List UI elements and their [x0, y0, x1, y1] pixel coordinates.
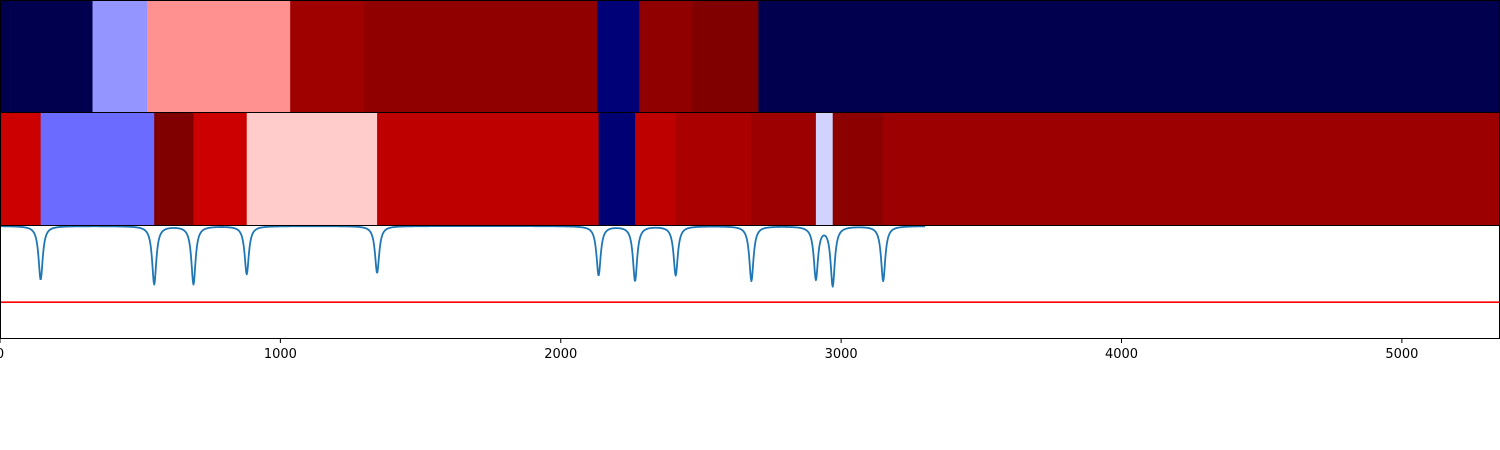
heatmap-cell-8: [758, 1, 1500, 112]
heatmap-cell-9: [751, 113, 817, 225]
heatmap-cell-4: [364, 1, 598, 112]
x-axis: 0 1000 2000 3000 4000 5000: [0, 338, 1418, 362]
heatmap-cell-3: [290, 1, 365, 112]
x-tick-label-4: 4000: [1105, 347, 1138, 362]
heatmap-cell-0: [0, 1, 94, 112]
heatmap-cell-6: [639, 1, 694, 112]
heatmap-cell-7: [635, 113, 677, 225]
heatmap-cell-0: [0, 113, 42, 225]
heatmap-cell-2: [154, 113, 194, 225]
heatmap-cell-3: [193, 113, 248, 225]
x-tick-label-5: 5000: [1385, 347, 1418, 362]
heatmap-cell-12: [883, 113, 1500, 225]
heatmap-cell-4: [246, 113, 378, 225]
panel-frame-2: [0, 225, 1500, 339]
heatmap-cell-5: [377, 113, 600, 225]
line-plot-panel: [0, 225, 1500, 303]
x-tick-label-3: 3000: [825, 347, 858, 362]
heatmap-cell-6: [598, 113, 636, 225]
heatmap-cell-1: [92, 1, 148, 112]
heatmap-cell-10: [815, 113, 834, 225]
x-tick-label-1: 1000: [264, 347, 297, 362]
heatmap-cell-7: [692, 1, 759, 112]
signal-line: [0, 225, 926, 288]
x-tick-label-2: 2000: [544, 347, 577, 362]
heatmap-top-panel: [0, 1, 1500, 112]
heatmap-cell-11: [832, 113, 884, 225]
heatmap-cell-2: [147, 1, 291, 112]
heatmap-cell-5: [597, 1, 640, 112]
heatmap-cell-1: [40, 113, 155, 225]
x-tick-label-0: 0: [0, 347, 4, 362]
heatmap-middle-panel: [0, 113, 1500, 225]
heatmap-cell-8: [675, 113, 752, 225]
